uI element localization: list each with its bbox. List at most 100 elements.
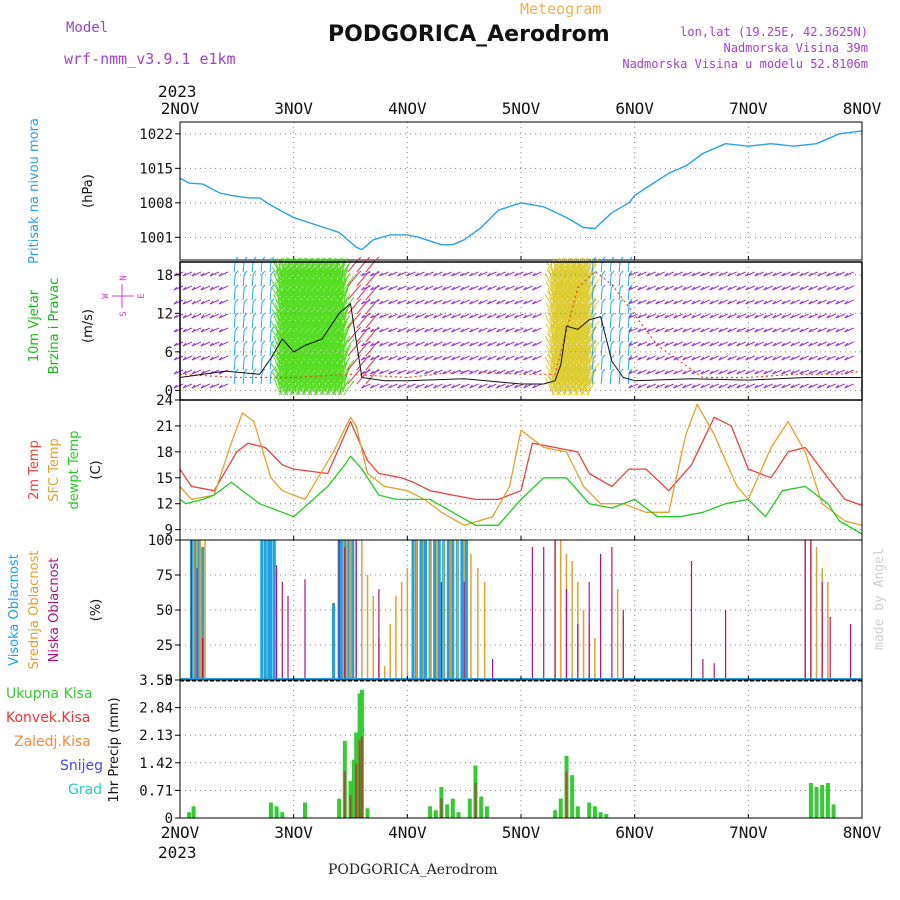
wind-barb xyxy=(579,305,587,321)
panel-grid-precip xyxy=(180,680,862,818)
wind-barb xyxy=(271,266,283,282)
wind-barb-flag xyxy=(234,256,239,261)
wind-barb xyxy=(306,257,317,273)
wind-barb xyxy=(673,299,683,305)
wind-barb xyxy=(388,369,398,375)
wind-barb-flag xyxy=(487,286,491,291)
wind-barb-flag xyxy=(442,272,446,277)
wind-barb xyxy=(573,284,581,300)
cloud-bar xyxy=(338,540,340,680)
wind-barb xyxy=(334,365,343,381)
wind-barb xyxy=(365,371,377,385)
wind-barb xyxy=(573,263,581,279)
wind-barb xyxy=(580,377,589,393)
wind-barb xyxy=(279,356,287,372)
wind-barb xyxy=(799,355,809,361)
wind-barb xyxy=(554,359,561,375)
wind-barb xyxy=(270,299,281,315)
cloud-bar xyxy=(850,624,852,680)
wind-barb xyxy=(582,257,587,273)
wind-barb xyxy=(826,355,836,361)
wind-barb xyxy=(817,341,827,347)
wind-barb xyxy=(289,350,301,366)
wind-barb xyxy=(496,313,506,319)
wind-barb-flag xyxy=(628,328,633,333)
wind-barb xyxy=(826,313,836,319)
wind-barb-flag xyxy=(763,356,768,361)
wind-barb-flag xyxy=(709,342,714,347)
wind-barb-flag xyxy=(397,384,401,389)
wind-barb xyxy=(361,355,371,361)
wind-barb xyxy=(415,313,425,319)
wind-barb xyxy=(273,272,281,288)
wind-barb-flag xyxy=(808,300,813,305)
wind-barb xyxy=(356,273,368,287)
wind-barb xyxy=(570,311,581,327)
cloud-bar xyxy=(827,582,829,680)
precip-total-bar xyxy=(337,798,342,818)
wind-barb xyxy=(478,299,488,305)
wind-barb-flag xyxy=(200,286,205,291)
wind-barb-flag xyxy=(781,300,786,305)
y-tick-label: 12 xyxy=(156,497,173,513)
wind-barb xyxy=(736,341,746,347)
wind-barb xyxy=(311,374,321,390)
wind-barb xyxy=(318,278,329,294)
wind-barb xyxy=(251,287,254,301)
wind-barb xyxy=(260,343,263,357)
wind-barb-flag xyxy=(460,300,464,305)
cloud-bar xyxy=(477,568,479,680)
wind-barb xyxy=(343,317,355,333)
wind-barb xyxy=(826,299,836,305)
wind-barb xyxy=(618,357,621,371)
wind-barb-flag xyxy=(754,300,759,305)
wind-barb-flag xyxy=(469,342,473,347)
cloud-bar xyxy=(400,582,403,680)
cloud-bar xyxy=(190,540,192,680)
wind-barb xyxy=(303,356,311,372)
wind-barb-flag xyxy=(709,272,714,277)
wind-barb xyxy=(514,355,524,361)
wind-barb xyxy=(270,278,281,294)
wind-barb-flag xyxy=(700,286,705,291)
wind-barb xyxy=(736,271,746,277)
wind-barb xyxy=(200,341,211,347)
wind-barb-flag xyxy=(745,384,750,389)
cloud-bar xyxy=(436,540,438,680)
wind-barb xyxy=(772,327,782,333)
wind-barb xyxy=(561,284,569,300)
cloud-bar xyxy=(349,540,352,680)
wind-barb-flag xyxy=(664,328,669,333)
wind-barb-flag xyxy=(433,342,437,347)
wind-barb xyxy=(835,299,845,305)
wind-barb-flag xyxy=(357,298,362,303)
wind-barb xyxy=(209,271,220,277)
wind-barb xyxy=(523,299,533,305)
wind-barb xyxy=(200,355,211,361)
precip-total-bar xyxy=(450,798,455,818)
wind-barb xyxy=(330,341,341,357)
wind-barb xyxy=(682,383,692,389)
wind-barb xyxy=(566,380,573,396)
wind-barb xyxy=(379,355,389,361)
wind-barb-flag xyxy=(601,340,606,345)
wind-barb-flag xyxy=(379,286,383,291)
wind-barb xyxy=(282,362,293,378)
wind-barb-flag xyxy=(433,384,437,389)
wind-barb xyxy=(552,290,563,306)
wind-barb xyxy=(469,369,479,375)
wind-barb-flag xyxy=(505,384,509,389)
wind-barb xyxy=(745,285,755,291)
wind-barb xyxy=(242,315,245,329)
wind-barb xyxy=(570,332,581,348)
wind-barb xyxy=(555,326,563,342)
wind-barb xyxy=(532,341,542,347)
wind-barb-flag xyxy=(664,272,669,277)
wind-barb xyxy=(736,313,746,319)
wind-barb xyxy=(297,377,305,393)
wind-barb xyxy=(754,341,764,347)
wind-barb xyxy=(388,383,398,389)
wind-barb xyxy=(301,371,313,387)
cloud-bar xyxy=(492,659,494,680)
wind-barb-flag xyxy=(442,370,446,375)
